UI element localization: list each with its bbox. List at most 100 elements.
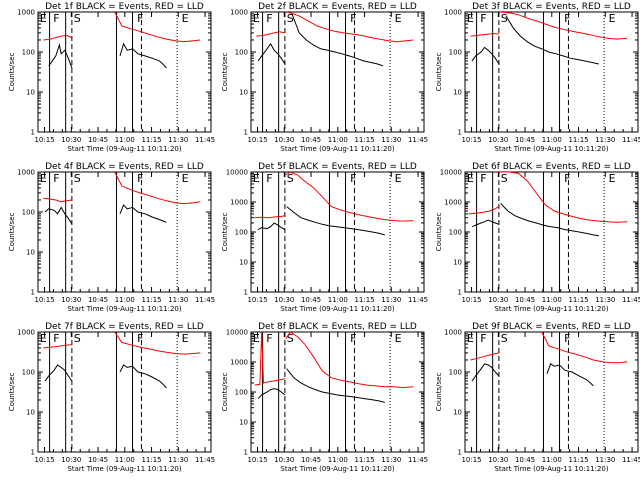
chart-title: Det 1f BLACK = Events, RED = LLD [45, 2, 204, 12]
y-axis-label: Counts/sec [221, 53, 229, 92]
y-tick-label: 1 [244, 289, 248, 297]
x-tick-label: 10:30 [274, 456, 294, 464]
x-tick-label: 11:45 [622, 136, 640, 144]
x-tick-label: 10:45 [515, 296, 535, 304]
x-tick-label: 11:30 [381, 296, 401, 304]
flag-label: F [480, 172, 486, 185]
series-line-events [471, 46, 500, 65]
chart-title: Det 2f BLACK = Events, RED = LLD [258, 2, 417, 12]
y-tick-label: 10000 [226, 169, 248, 177]
series-line-events [257, 42, 286, 65]
x-tick-label: 11:15 [141, 136, 161, 144]
y-tick-label: 10 [453, 259, 462, 267]
y-tick-label: 10 [453, 89, 462, 97]
series-line-events [119, 364, 167, 389]
y-tick-label: 10 [239, 259, 248, 267]
x-tick-label: 11:15 [568, 456, 588, 464]
flag-label: E [467, 12, 474, 25]
flag-label: E [40, 12, 47, 25]
x-axis-label: Start Time (09-Aug-11 10:11:20) [67, 145, 181, 153]
flag-label: F [266, 332, 272, 345]
x-tick-label: 11:15 [354, 456, 374, 464]
x-tick-label: 11:30 [168, 136, 188, 144]
x-tick-label: 11:30 [595, 296, 615, 304]
flag-label: F [350, 12, 356, 25]
flag-label: E [40, 172, 47, 185]
series-line-events [505, 15, 599, 65]
series-line-events [119, 42, 167, 69]
series-line-lld [43, 197, 72, 203]
plot-frame [464, 11, 639, 133]
series-line-lld [470, 352, 500, 361]
series-line-events [471, 363, 500, 382]
x-tick-label: 10:30 [488, 136, 508, 144]
y-tick-label: 1 [244, 129, 248, 137]
plot-frame [250, 171, 425, 293]
flag-label: E [395, 332, 402, 345]
series-line-events [286, 368, 385, 403]
x-tick-label: 11:45 [195, 136, 215, 144]
x-tick-label: 11:00 [115, 296, 135, 304]
flag-label: E [182, 12, 189, 25]
x-tick-label: 10:45 [88, 456, 108, 464]
x-tick-label: 10:15 [461, 136, 481, 144]
x-tick-label: 10:45 [301, 456, 321, 464]
x-tick-label: 11:15 [568, 296, 588, 304]
y-tick-label: 1 [458, 289, 462, 297]
plot-frame [37, 171, 212, 293]
x-tick-label: 11:45 [195, 296, 215, 304]
y-tick-label: 100 [22, 369, 35, 377]
x-tick-label: 11:30 [168, 296, 188, 304]
y-tick-label: 1 [458, 449, 462, 457]
y-axis-label: Counts/sec [221, 373, 229, 412]
series-line-events [286, 206, 385, 236]
series-line-lld [114, 332, 201, 355]
flag-label: S [501, 172, 508, 185]
series-line-lld [254, 215, 285, 219]
flag-label: E [253, 332, 260, 345]
flag-label: E [609, 172, 616, 185]
series-line-events [500, 203, 599, 237]
flag-label: F [564, 332, 570, 345]
flag-label: E [395, 172, 402, 185]
x-tick-label: 11:15 [141, 456, 161, 464]
x-tick-label: 10:45 [515, 456, 535, 464]
series-line-lld [43, 344, 72, 349]
series-line-lld [541, 332, 628, 364]
y-tick-label: 100 [22, 49, 35, 57]
y-tick-label: 1000 [444, 9, 462, 17]
x-tick-label: 10:30 [488, 296, 508, 304]
plot-frame [464, 331, 639, 453]
y-tick-label: 1000 [17, 169, 35, 177]
y-tick-label: 10 [239, 419, 248, 427]
x-tick-label: 10:15 [461, 456, 481, 464]
y-tick-label: 1 [244, 449, 248, 457]
y-tick-label: 10 [239, 89, 248, 97]
y-axis-label: Counts/sec [435, 53, 443, 92]
x-tick-label: 11:30 [168, 456, 188, 464]
chart-title: Det 3f BLACK = Events, RED = LLD [472, 2, 631, 12]
series-line-lld [254, 332, 286, 386]
y-tick-label: 10000 [226, 329, 248, 337]
y-tick-label: 1000 [17, 329, 35, 337]
flag-label: E [182, 332, 189, 345]
x-tick-label: 10:15 [247, 456, 267, 464]
x-tick-label: 11:00 [115, 136, 135, 144]
x-tick-label: 11:00 [115, 456, 135, 464]
x-tick-label: 10:45 [88, 296, 108, 304]
flag-label: E [253, 12, 260, 25]
series-line-lld [499, 12, 628, 40]
chart-title: Det 8f BLACK = Events, RED = LLD [258, 322, 417, 332]
x-tick-label: 10:30 [274, 296, 294, 304]
series-line-lld [468, 206, 500, 215]
plot-frame [250, 331, 425, 453]
x-axis-label: Start Time (09-Aug-11 10:11:20) [494, 465, 608, 473]
y-tick-label: 1000 [444, 329, 462, 337]
flag-label: S [287, 12, 294, 25]
x-tick-label: 11:00 [328, 456, 348, 464]
series-line-lld [285, 12, 414, 43]
y-tick-label: 10000 [440, 169, 462, 177]
x-tick-label: 10:45 [515, 136, 535, 144]
